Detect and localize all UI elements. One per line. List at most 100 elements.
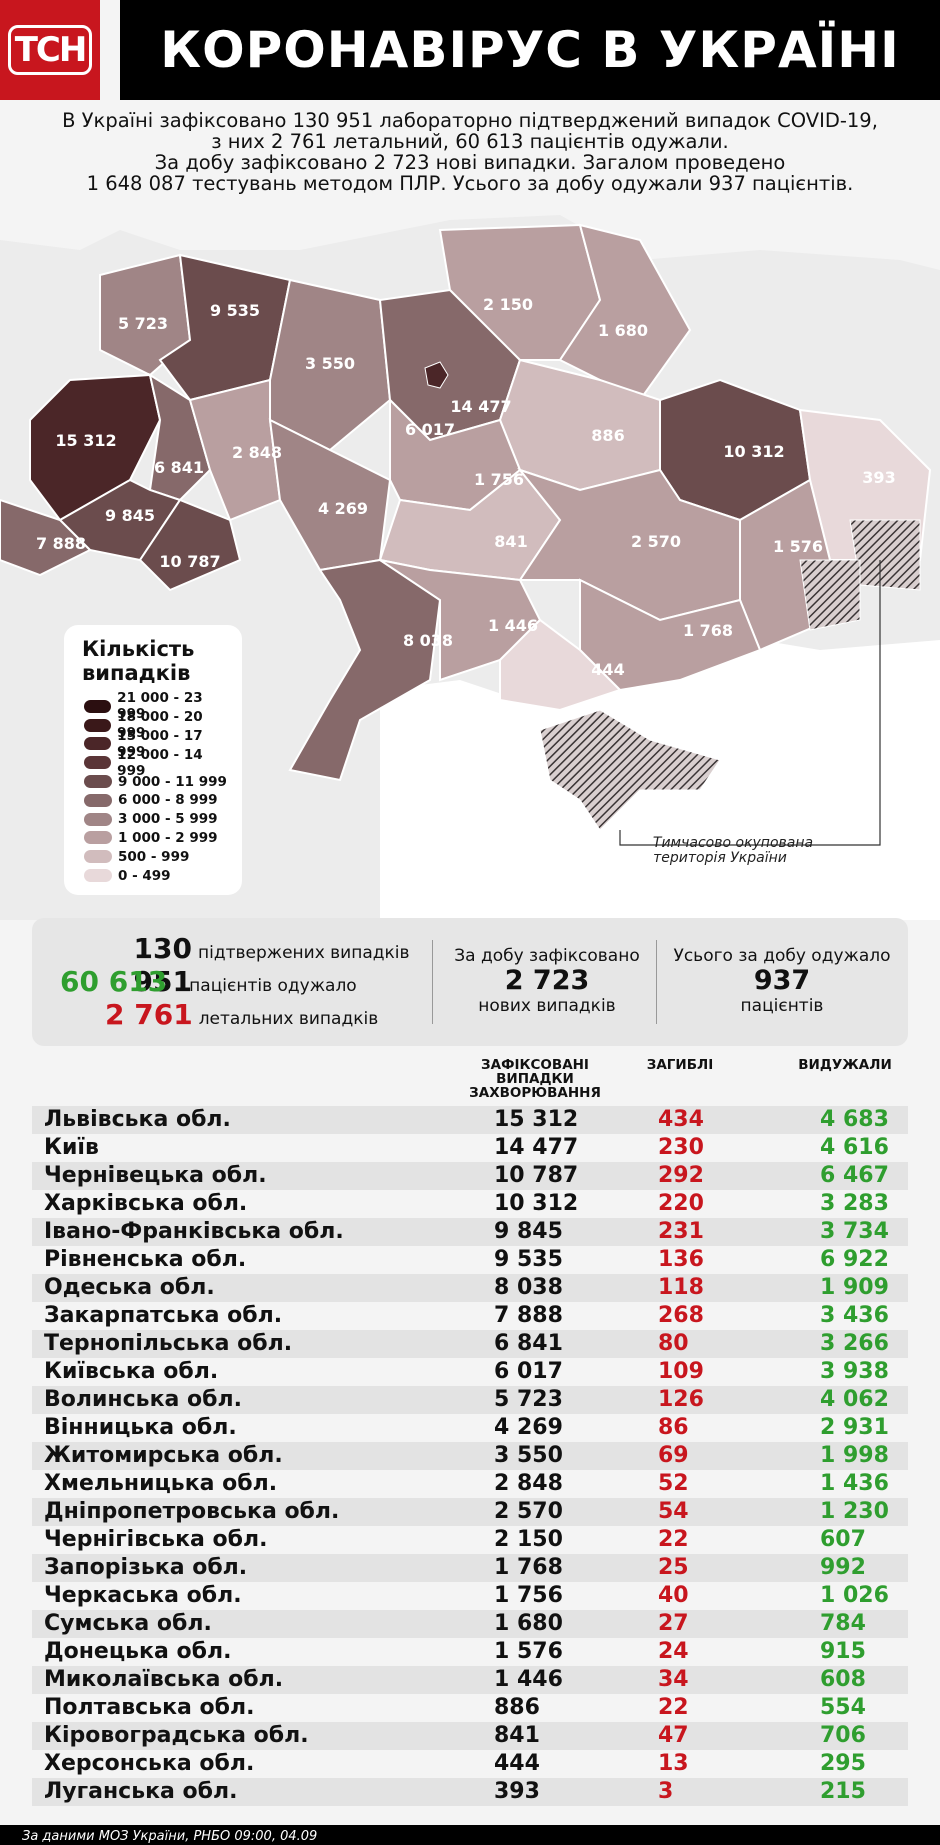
cases-cell: 1 446 [494,1667,563,1692]
deaths-cell: 231 [658,1219,704,1244]
deaths-cell: 136 [658,1247,704,1272]
occupied-note-line-1: Тимчасово окупована [653,835,813,851]
recovered-cell: 784 [820,1611,866,1636]
region-chernivtsi [138,498,242,592]
deaths-count: 2 761 [105,998,193,1031]
intro-line-4: 1 648 087 тестувань методом ПЛР. Усього … [86,172,854,195]
cases-cell: 9 535 [494,1247,563,1272]
legend-swatch [84,850,112,864]
recovered-cell: 915 [820,1639,866,1664]
day-cases-label: За добу зафіксовано [454,946,640,966]
map-label-zaporizhzhia: 1 768 [683,621,733,640]
map-label-ternopil: 6 841 [154,458,204,477]
deaths-cell: 40 [658,1583,689,1608]
header: ТСН КОРОНАВІРУС В УКРАЇНІ [0,0,940,100]
cases-cell: 444 [494,1751,540,1776]
map-label-donetsk: 1 576 [773,537,823,556]
legend-swatch [84,869,112,883]
table-row: Сумська обл. 1 680 27 784 [32,1610,908,1638]
region-name: Житомирська обл. [44,1443,283,1468]
legend-swatch [84,756,112,770]
table-row: Харківська обл. 10 312 220 3 283 [32,1190,908,1218]
deaths-cell: 126 [658,1387,704,1412]
legend-item: 12 000 - 14 999 [74,747,232,779]
map-label-dnipropetrovsk: 2 570 [631,532,681,551]
region-name: Херсонська обл. [44,1751,255,1776]
deaths-cell: 109 [658,1359,704,1384]
legend-label: 21 000 - 23 999 [117,690,203,723]
map-label-mykolaiv: 1 446 [488,616,538,635]
table-row: Івано-Франківська обл. 9 845 231 3 734 [32,1218,908,1246]
region-kyiv-city [424,361,449,389]
recovered-cell: 608 [820,1667,866,1692]
legend-item: 9 000 - 11 999 [74,772,232,791]
col-header-cases: ЗАФІКСОВАНІ ВИПАДКИ ЗАХВОРЮВАННЯ [455,1058,615,1100]
region-name: Вінницька обл. [44,1415,237,1440]
map-label-kherson: 444 [591,660,624,679]
cases-cell: 15 312 [494,1107,579,1132]
table-row: Рівненська обл. 9 535 136 6 922 [32,1246,908,1274]
recovered-label: пацієнтів одужало [189,976,357,996]
tsn-logo: ТСН [0,0,100,100]
legend-item: 6 000 - 8 999 [74,791,232,810]
occupied-note-line-2: територія України [653,850,787,866]
table-row: Закарпатська обл. 7 888 268 3 436 [32,1302,908,1330]
deaths-cell: 27 [658,1611,689,1636]
recovered-cell: 6 467 [820,1163,889,1188]
table-row: Донецька обл. 1 576 24 915 [32,1638,908,1666]
cases-cell: 1 680 [494,1611,563,1636]
region-name: Дніпропетровська обл. [44,1499,340,1524]
recovered-cell: 6 922 [820,1247,889,1272]
regions-table: Львівська обл. 15 312 434 4 683 Київ 14 477 23… [32,1106,908,1806]
summary-panel: 130 951 підтвержених випадків 60 613 пац… [32,918,908,1046]
day-cases-sublabel: нових випадків [478,996,616,1016]
cases-cell: 5 723 [494,1387,563,1412]
cases-cell: 2 570 [494,1499,563,1524]
table-row: Херсонська обл. 444 13 295 [32,1750,908,1778]
recovered-cell: 4 062 [820,1387,889,1412]
map-label-chernivtsi: 10 787 [159,552,220,571]
deaths-cell: 22 [658,1695,689,1720]
cases-cell: 886 [494,1695,540,1720]
table-row: Чернівецька обл. 10 787 292 6 467 [32,1162,908,1190]
legend-item: 3 000 - 5 999 [74,810,232,829]
map-label-vinnytsia: 4 269 [318,499,368,518]
legend-label: 0 - 499 [118,867,171,884]
recovered-cell: 3 938 [820,1359,889,1384]
summary-deaths: 2 761 летальних випадків [105,998,378,1031]
legend-item: 21 000 - 23 999 [74,690,232,722]
legend-item: 500 - 999 [74,847,232,866]
recovered-cell: 3 283 [820,1191,889,1216]
summary-confirmed: 130 951 підтвержених випадків [72,932,410,998]
map-label-kharkiv: 10 312 [723,442,784,461]
recovered-cell: 706 [820,1723,866,1748]
recovered-cell: 1 026 [820,1583,889,1608]
logo-text: ТСН [7,25,93,75]
table-row: Запорізька обл. 1 768 25 992 [32,1554,908,1582]
table-row: Львівська обл. 15 312 434 4 683 [32,1106,908,1134]
map-label-khmelnytskyi: 2 848 [232,443,282,462]
deaths-cell: 22 [658,1527,689,1552]
table-row: Дніпропетровська обл. 2 570 54 1 230 [32,1498,908,1526]
deaths-cell: 220 [658,1191,704,1216]
map-label-chernihiv: 2 150 [483,295,533,314]
table-row: Чернігівська обл. 2 150 22 607 [32,1526,908,1554]
cases-cell: 10 787 [494,1163,579,1188]
deaths-cell: 118 [658,1275,704,1300]
legend-label: 6 000 - 8 999 [118,792,218,809]
recovered-cell: 4 683 [820,1107,889,1132]
cases-cell: 1 576 [494,1639,563,1664]
region-name: Тернопільська обл. [44,1331,293,1356]
region-name: Хмельницька обл. [44,1471,278,1496]
deaths-cell: 230 [658,1135,704,1160]
map-label-kirovohrad: 841 [494,532,527,551]
region-donetsk-occupied [799,559,861,631]
summary-day-cases: За добу зафіксовано 2 723 нових випадків [442,946,652,1016]
recovered-cell: 607 [820,1527,866,1552]
intro-line-2: з них 2 761 летальний, 60 613 пацієнтів … [211,130,729,153]
confirmed-count: 130 951 [133,932,192,998]
map-label-cherkasy: 1 756 [474,470,524,489]
cases-cell: 9 845 [494,1219,563,1244]
legend-title-line-2: випадків [82,661,191,685]
table-row: Тернопільська обл. 6 841 80 3 266 [32,1330,908,1358]
